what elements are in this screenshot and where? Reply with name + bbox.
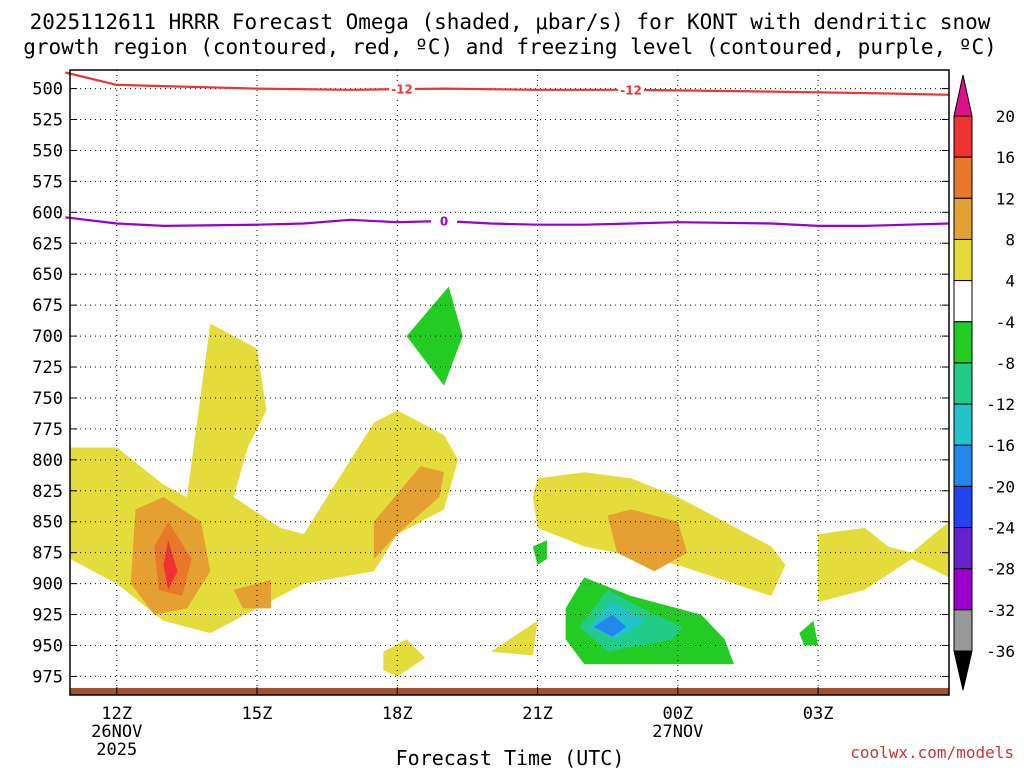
shaded-omega-regions xyxy=(70,286,949,677)
colorbar-swatch xyxy=(953,609,973,652)
x-axis-label: Forecast Time (UTC) xyxy=(396,746,625,768)
y-tick-label: 950 xyxy=(32,636,63,656)
y-tick-label: 675 xyxy=(32,296,63,316)
colorbar-label: -20 xyxy=(986,477,1015,496)
omega-region-6 xyxy=(373,466,444,559)
y-tick-label: 600 xyxy=(32,203,63,223)
omega-region-2 xyxy=(818,521,949,603)
colorbar-swatch xyxy=(953,156,973,199)
colorbar-swatch xyxy=(953,485,973,529)
colorbar-label: 16 xyxy=(996,148,1015,167)
x-tick-date-label: 27NOV xyxy=(652,722,703,742)
freezing-level-0C-label: 0 xyxy=(440,214,448,228)
y-tick-label: 900 xyxy=(32,575,63,595)
colorbar-label: 20 xyxy=(996,107,1015,126)
colorbar-label: -16 xyxy=(986,436,1015,455)
y-axis: 500 525 550 575 600 625 650 675 700 725 750 775 800 8… xyxy=(32,80,949,687)
y-tick-label: 625 xyxy=(32,234,63,254)
plot-frame xyxy=(69,69,950,696)
y-tick-label: 700 xyxy=(32,327,63,347)
dendritic-growth-12C-label-bg xyxy=(388,82,415,97)
omega-region-8 xyxy=(233,579,271,609)
omega-region-10 xyxy=(163,540,178,590)
y-tick-label: 500 xyxy=(32,80,63,100)
colorbar-swatch xyxy=(953,280,973,323)
freezing-level-0C-label-bg xyxy=(431,213,458,228)
ground-strip xyxy=(70,688,949,695)
x-tick-label: 21Z xyxy=(522,704,553,724)
colorbar-swatch xyxy=(953,362,973,405)
y-tick-label: 800 xyxy=(32,451,63,471)
colorbar-swatch xyxy=(953,403,973,446)
colorbar-label: -28 xyxy=(986,560,1015,579)
colorbar-swatch xyxy=(953,238,973,282)
colorbar-label: -36 xyxy=(986,642,1015,661)
colorbar-swatch xyxy=(953,568,973,611)
colorbar-label: 12 xyxy=(996,189,1015,208)
colorbar-swatch xyxy=(953,321,973,364)
dendritic-growth-12C-label: -12 xyxy=(620,83,642,97)
omega-region-3 xyxy=(383,639,426,677)
grid-lines xyxy=(70,70,949,695)
y-tick-label: 775 xyxy=(32,420,63,440)
y-tick-label: 825 xyxy=(32,482,63,502)
colorbar-label: 4 xyxy=(1005,272,1015,291)
colorbar-label: -8 xyxy=(996,354,1015,373)
x-tick-label: 03Z xyxy=(803,704,834,724)
freezing-level-0C-line xyxy=(65,216,950,228)
x-tick-year-label: 2025 xyxy=(96,740,137,760)
y-tick-label: 725 xyxy=(32,358,63,378)
y-tick-label: 550 xyxy=(32,141,63,161)
chart-title-line-2: growth region (contoured, red, ºC) and f… xyxy=(23,35,997,59)
credit-text: coolwx.com/models xyxy=(850,743,1014,762)
colorbar-swatch xyxy=(953,197,973,240)
colorbar-label: -32 xyxy=(986,601,1015,620)
y-tick-label: 925 xyxy=(32,606,63,626)
colorbar-bottom-arrow xyxy=(953,650,973,691)
colorbar-swatch xyxy=(953,527,973,570)
omega-region-12 xyxy=(532,540,547,565)
y-tick-label: 975 xyxy=(32,667,63,687)
y-tick-label: 850 xyxy=(32,513,63,533)
colorbar: 20 16 12 8 4 -4 -8 -12 -16 -20 -24 -28 -32 -36 xyxy=(953,74,1015,691)
temperature-contours: -12 -12 0 xyxy=(65,71,950,228)
y-tick-label: 525 xyxy=(32,111,63,131)
colorbar-label: -12 xyxy=(986,395,1015,414)
dendritic-growth-12C-label: -12 xyxy=(391,83,413,97)
y-tick-label: 575 xyxy=(32,172,63,192)
dendritic-growth-12C-label-bg xyxy=(618,82,645,97)
omega-region-7 xyxy=(607,509,688,572)
x-tick-label: 12Z xyxy=(101,704,132,724)
colorbar-swatch xyxy=(953,115,973,158)
colorbar-label: 8 xyxy=(1005,230,1015,249)
omega-region-11 xyxy=(406,286,463,386)
dendritic-growth-12C-line xyxy=(65,71,950,96)
x-tick-date-label: 26NOV xyxy=(91,722,142,742)
x-tick-label: 18Z xyxy=(382,704,413,724)
x-tick-label: 00Z xyxy=(662,704,693,724)
colorbar-label: -24 xyxy=(986,519,1015,538)
omega-region-4 xyxy=(490,620,538,656)
colorbar-swatch xyxy=(953,444,973,487)
chart-title-line-1: 2025112611 HRRR Forecast Omega (shaded, … xyxy=(30,10,991,34)
ground-layer xyxy=(70,688,949,695)
y-tick-label: 650 xyxy=(32,265,63,285)
y-tick-label: 875 xyxy=(32,544,63,564)
colorbar-label: -4 xyxy=(996,313,1015,332)
omega-region-14 xyxy=(799,620,819,646)
y-tick-label: 750 xyxy=(32,389,63,409)
omega-region-17 xyxy=(593,614,627,637)
x-tick-label: 15Z xyxy=(242,704,273,724)
